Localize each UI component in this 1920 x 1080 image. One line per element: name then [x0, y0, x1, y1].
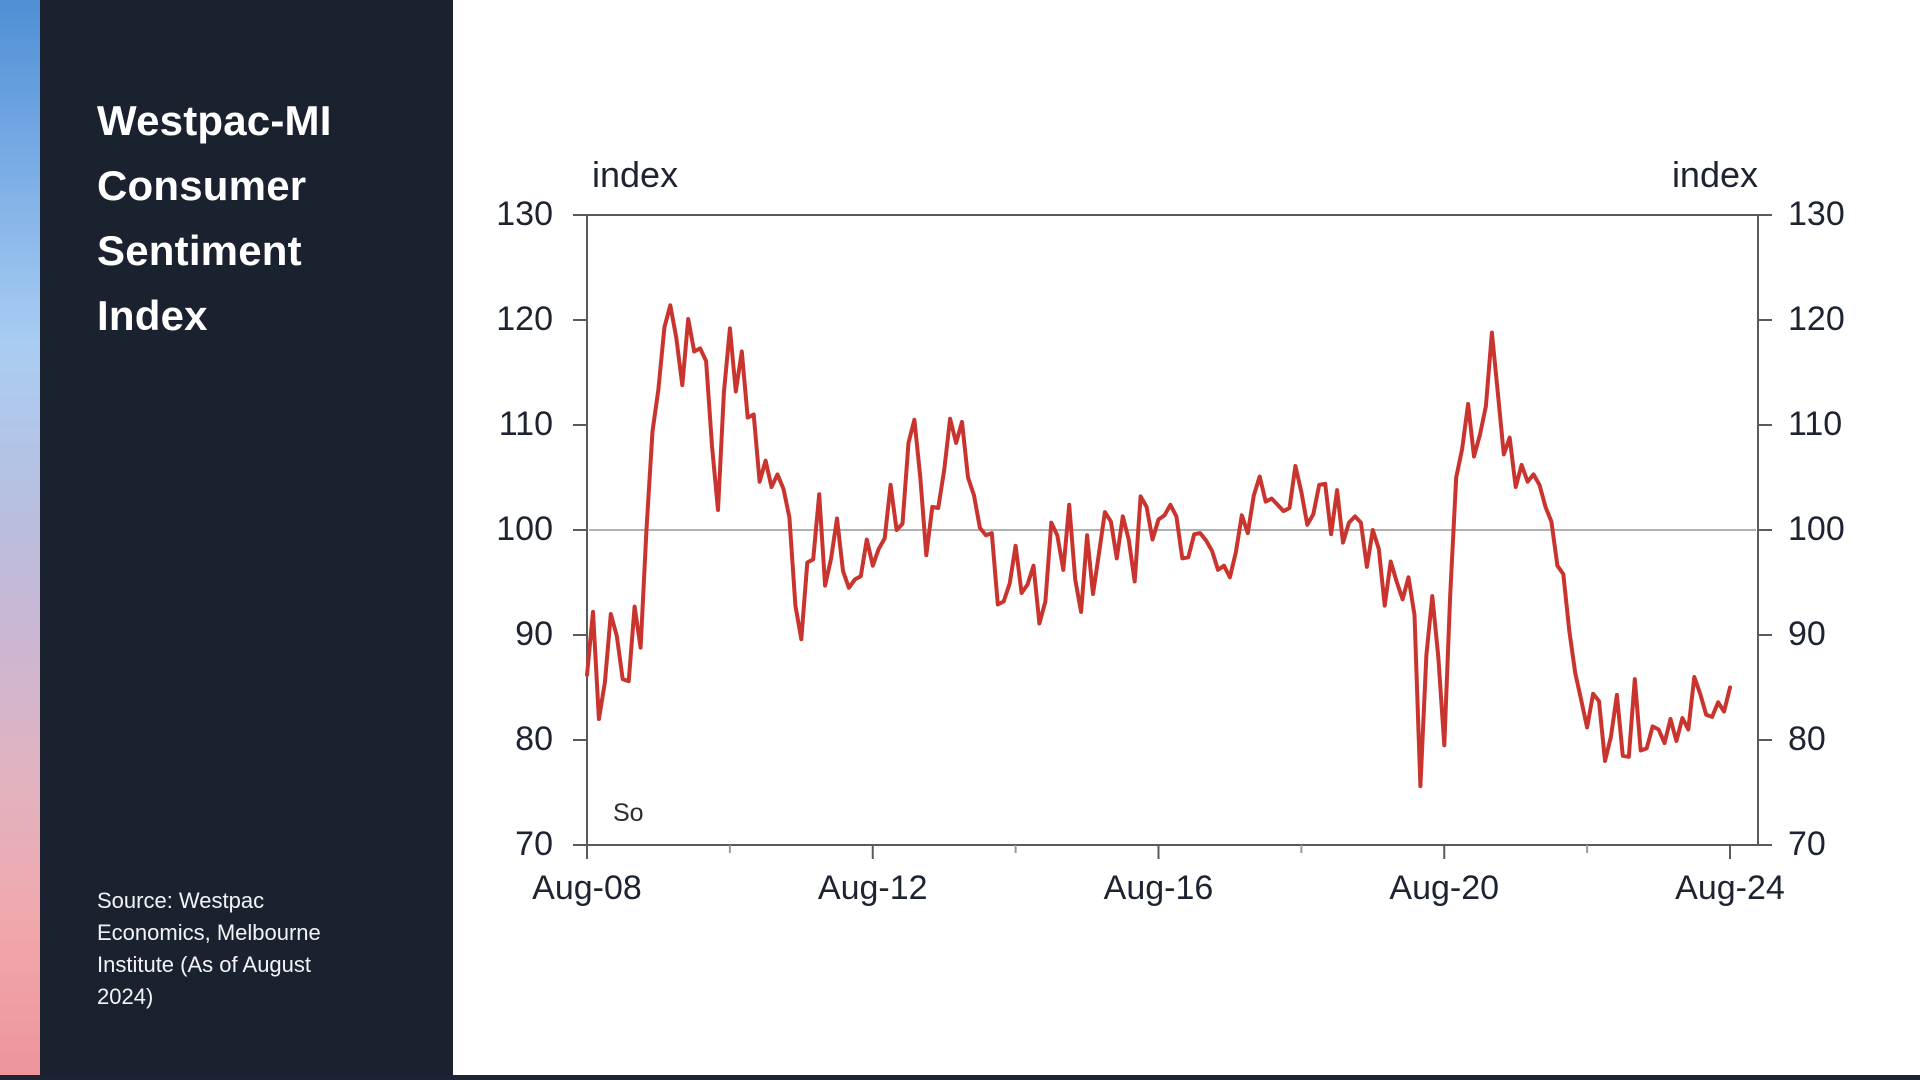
y-tick-label-right: 100: [1788, 510, 1845, 548]
sentiment-line-series: [585, 303, 1732, 789]
y-axis-unit-label-left: index: [592, 154, 679, 195]
y-axis-unit-label-right: index: [1671, 154, 1758, 195]
y-tick-label-right: 110: [1788, 405, 1843, 443]
y-tick-label-left: 70: [515, 825, 553, 863]
bottom-accent-bar: [0, 1075, 1920, 1080]
x-tick-label: Aug-16: [1103, 869, 1214, 907]
x-tick-label: Aug-12: [817, 869, 928, 907]
page-title: Westpac-MI Consumer Sentiment Index: [97, 97, 332, 339]
clipped-source-text: So: [613, 799, 644, 827]
axis-layer: [573, 214, 1772, 859]
sidebar: Westpac-MI Consumer Sentiment Index Sour…: [40, 0, 453, 1080]
y-tick-label-right: 130: [1788, 195, 1845, 233]
y-tick-label-left: 80: [515, 720, 553, 758]
y-tick-label-right: 90: [1788, 615, 1826, 653]
y-tick-label-left: 90: [515, 615, 553, 653]
x-tick-label: Aug-08: [532, 869, 642, 907]
y-tick-label-left: 100: [496, 510, 553, 548]
y-tick-label-left: 110: [498, 405, 553, 443]
source-note: Source: Westpac Economics, Melbourne Ins…: [97, 888, 321, 1009]
y-tick-label-right: 120: [1788, 300, 1845, 338]
y-tick-label-right: 80: [1788, 720, 1826, 758]
x-tick-label: Aug-24: [1675, 869, 1785, 907]
chart-area: index index So 70 80 90 100 110 120 130 70 80 90…: [453, 0, 1920, 1080]
x-tick-label: Aug-20: [1389, 869, 1500, 907]
y-tick-label-left: 120: [496, 300, 553, 338]
y-tick-label-right: 70: [1788, 825, 1826, 863]
y-tick-label-left: 130: [496, 195, 553, 233]
gradient-accent-strip: [0, 0, 40, 1080]
